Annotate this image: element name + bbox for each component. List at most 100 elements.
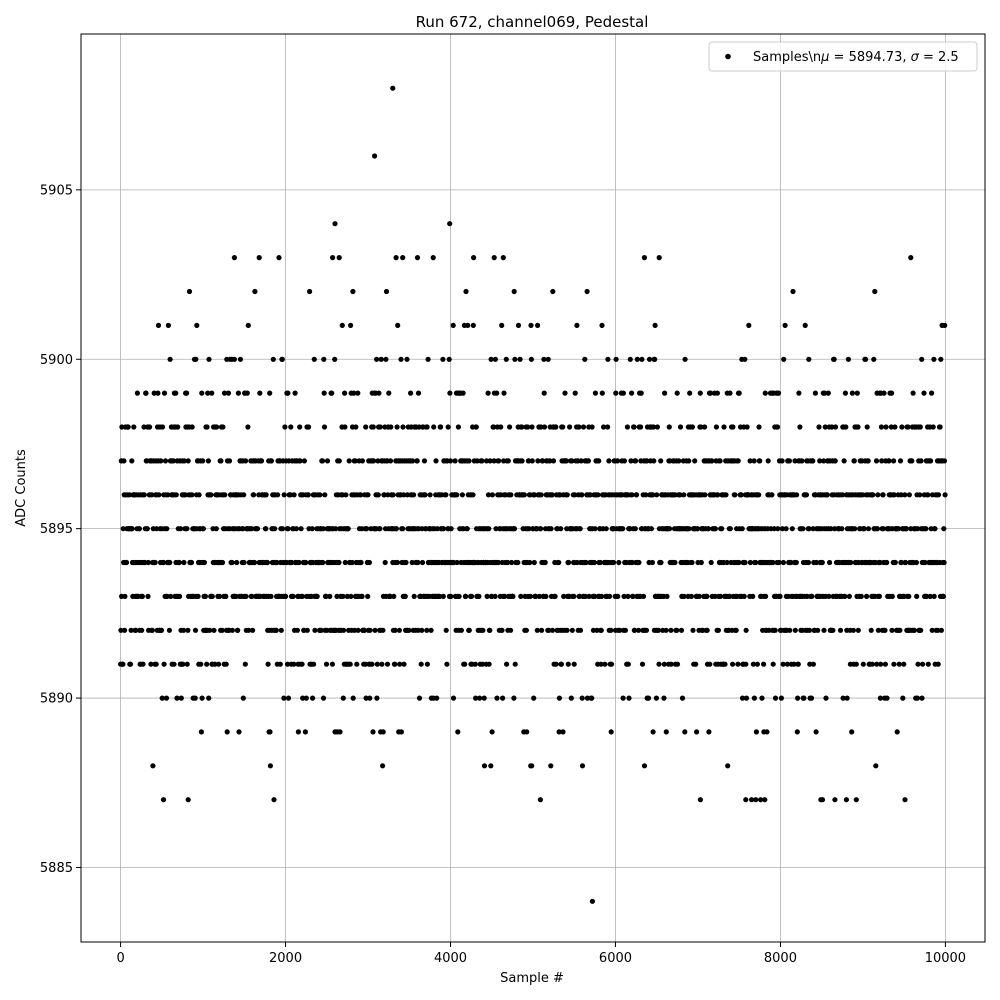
legend-label: Samples\nμ = 5894.73, σ = 2.5 — [753, 50, 959, 65]
data-point — [222, 492, 228, 498]
data-point — [237, 356, 243, 362]
data-point — [579, 695, 585, 701]
data-point — [402, 593, 408, 600]
data-point — [810, 661, 817, 667]
data-point — [312, 627, 318, 633]
data-point — [592, 593, 598, 600]
data-point — [917, 424, 923, 430]
data-point — [252, 288, 258, 295]
data-point — [234, 559, 240, 566]
data-point — [489, 729, 495, 735]
chart-title: Run 672, channel069, Pedestal — [416, 13, 649, 31]
data-point — [937, 424, 943, 430]
data-point — [472, 661, 478, 667]
data-point — [131, 424, 137, 430]
data-point — [122, 593, 128, 600]
data-point — [638, 390, 644, 396]
data-point — [801, 695, 807, 701]
y-tick-label: 5895 — [40, 522, 73, 537]
data-point — [827, 559, 833, 566]
data-point — [153, 661, 159, 667]
data-point — [792, 627, 798, 633]
data-point — [329, 661, 335, 667]
data-point — [840, 695, 846, 701]
data-point-outlier — [231, 255, 237, 261]
data-point — [209, 593, 215, 600]
data-point — [672, 559, 678, 566]
data-point — [705, 526, 712, 532]
data-point — [750, 661, 757, 667]
data-point — [193, 356, 199, 362]
data-point — [416, 424, 422, 430]
data-point — [438, 424, 444, 430]
data-point — [291, 661, 297, 667]
data-point — [927, 593, 933, 600]
data-point — [783, 526, 789, 532]
data-point — [722, 661, 728, 667]
data-point — [606, 458, 612, 464]
data-point — [601, 424, 607, 430]
data-point — [882, 661, 889, 667]
data-point — [689, 559, 695, 566]
data-point — [163, 695, 170, 701]
data-point — [577, 627, 584, 633]
data-point — [505, 458, 511, 464]
data-point — [620, 526, 626, 532]
data-point — [465, 322, 471, 328]
data-point — [817, 458, 823, 464]
data-point — [942, 322, 948, 328]
data-point — [212, 661, 218, 667]
data-point — [481, 695, 487, 701]
data-point — [639, 661, 646, 667]
data-point — [732, 492, 738, 498]
data-point — [793, 559, 799, 566]
data-point — [902, 492, 908, 498]
legend-label-mu-value: = 5894.73, — [829, 50, 910, 65]
data-point — [872, 288, 878, 295]
data-point — [441, 526, 447, 532]
data-point — [775, 526, 781, 532]
data-point — [458, 627, 464, 633]
data-point — [267, 763, 273, 769]
data-point — [185, 627, 191, 633]
data-point — [582, 356, 588, 362]
data-point — [825, 390, 831, 396]
data-point — [717, 458, 723, 464]
data-point — [156, 492, 162, 498]
data-point — [649, 559, 656, 566]
data-point — [120, 661, 126, 667]
data-point — [865, 526, 872, 532]
data-point — [508, 492, 514, 498]
data-point — [398, 729, 404, 735]
data-point — [816, 424, 822, 430]
data-point — [318, 627, 324, 633]
data-point — [171, 661, 177, 667]
data-point — [295, 729, 301, 735]
data-point — [639, 356, 645, 362]
data-point — [889, 593, 895, 600]
data-point — [929, 627, 935, 633]
data-point — [795, 695, 801, 701]
data-point-outlier — [902, 797, 908, 803]
data-point — [178, 526, 184, 532]
data-point — [283, 593, 289, 600]
data-point — [303, 559, 309, 566]
data-point — [871, 356, 877, 362]
data-point — [929, 390, 935, 396]
data-point — [333, 526, 339, 532]
data-point — [599, 593, 605, 600]
data-point — [243, 593, 249, 600]
data-point — [233, 593, 239, 600]
data-point — [531, 695, 537, 701]
data-point — [850, 627, 857, 633]
data-point — [380, 729, 386, 735]
data-point — [654, 492, 660, 498]
data-point — [713, 424, 720, 430]
data-point — [351, 627, 358, 633]
data-point — [900, 695, 906, 701]
data-point — [625, 593, 631, 600]
data-point — [507, 424, 513, 430]
data-point — [235, 627, 241, 633]
data-point — [410, 458, 416, 464]
data-point — [393, 526, 399, 532]
